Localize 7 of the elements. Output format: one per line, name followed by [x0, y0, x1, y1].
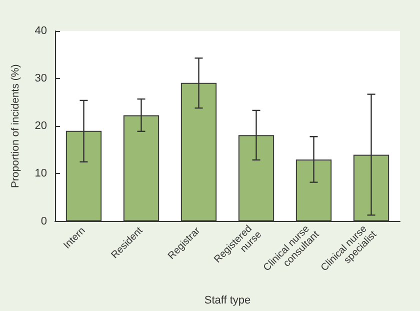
y-tick-label: 30: [34, 72, 47, 85]
y-tick-label: 10: [34, 168, 47, 180]
y-axis-title: Proportion of incidents (%): [10, 64, 22, 188]
x-axis-title: Staff type: [204, 294, 251, 306]
y-tick-label: 40: [34, 25, 47, 37]
y-tick-label: 0: [40, 215, 47, 228]
y-tick-label: 20: [34, 120, 47, 132]
